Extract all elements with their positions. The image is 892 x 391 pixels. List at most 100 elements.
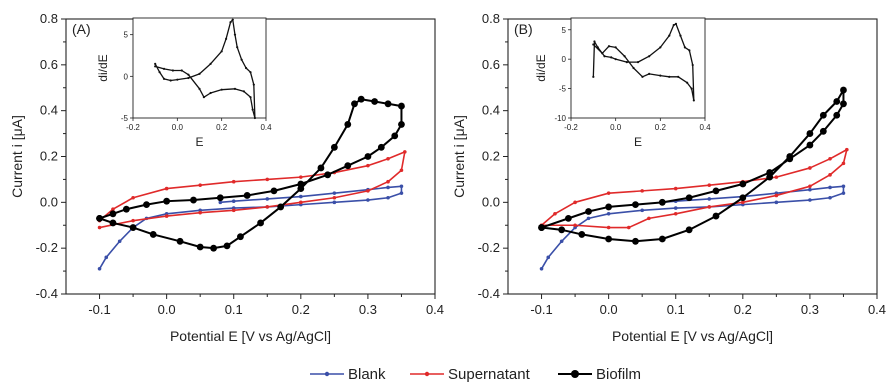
- data-point: [774, 200, 779, 205]
- data-point: [243, 192, 251, 199]
- inset-frame: [570, 17, 706, 119]
- inset-chart: -0.2 0.0 0.2 0.4 -10 -5 0 5 Edi/dE: [534, 17, 711, 149]
- data-point: [332, 195, 337, 200]
- data-point: [640, 208, 644, 213]
- inset-line: [154, 19, 256, 119]
- inset-point: [162, 67, 166, 70]
- inset-point: [249, 71, 252, 74]
- inset-point: [236, 46, 239, 49]
- data-point: [330, 143, 338, 151]
- inset-y-tick-label: -10: [554, 114, 566, 123]
- data-point: [712, 212, 720, 220]
- data-point: [786, 155, 794, 163]
- data-point: [828, 185, 832, 190]
- inset-point: [154, 65, 157, 68]
- inset-point: [603, 55, 606, 58]
- data-point: [647, 216, 651, 221]
- inset-point: [253, 116, 257, 120]
- y-tick-label: 0.2: [40, 149, 58, 164]
- legend-swatch-marker: [324, 371, 330, 377]
- data-point: [840, 100, 847, 108]
- data-point: [364, 153, 372, 160]
- inset-point: [233, 33, 237, 36]
- inset-point: [632, 66, 635, 70]
- data-point: [806, 130, 814, 137]
- data-point: [739, 180, 747, 188]
- x-tick-label: 0.2: [734, 302, 752, 317]
- inset-point: [596, 46, 599, 49]
- data-point: [808, 187, 812, 192]
- data-point: [774, 193, 779, 198]
- data-point: [351, 100, 358, 108]
- data-point: [386, 179, 390, 184]
- data-point: [632, 237, 639, 245]
- data-point: [371, 98, 379, 105]
- inset-y-tick-label: 5: [562, 26, 567, 35]
- data-point: [606, 191, 611, 195]
- inset-point: [209, 91, 212, 95]
- data-point: [399, 184, 404, 189]
- data-point: [605, 235, 613, 243]
- inset-x-tick-label: 0.2: [216, 123, 228, 132]
- inset-point: [209, 62, 212, 65]
- y-tick-label: -0.2: [478, 240, 500, 255]
- data-point: [819, 127, 827, 135]
- series-blank: [539, 184, 846, 271]
- data-point: [332, 191, 337, 195]
- data-point: [231, 199, 236, 203]
- panel-b-chart: -0.1 0.0 0.1 0.2 0.3 0.4 -0.4 -0.2 0.0 0.2 0.4 0.6 0…: [451, 11, 886, 344]
- inset-x-tick-label: -0.2: [564, 123, 578, 132]
- data-point: [707, 197, 712, 201]
- inset-point: [610, 56, 613, 59]
- inset-point: [614, 46, 617, 49]
- data-point: [606, 225, 611, 230]
- y-tick-label: 0.6: [40, 57, 58, 72]
- data-point: [819, 111, 827, 119]
- y-tick-label: 0.8: [40, 11, 58, 26]
- legend-swatch-marker: [571, 370, 579, 378]
- inset-point: [154, 62, 157, 65]
- data-point: [131, 218, 135, 223]
- data-point: [578, 231, 586, 238]
- inset-point: [607, 45, 611, 48]
- data-point: [97, 266, 102, 271]
- inset-y-tick-label: -5: [559, 85, 567, 94]
- data-point: [231, 179, 236, 184]
- data-point: [196, 243, 204, 251]
- data-point: [277, 203, 285, 211]
- y-tick-label: 0.6: [482, 57, 500, 72]
- data-point: [149, 231, 157, 238]
- data-point: [366, 163, 370, 168]
- data-point: [223, 242, 231, 250]
- y-tick-label: -0.2: [36, 240, 58, 255]
- data-point: [299, 175, 303, 179]
- data-point: [265, 205, 270, 209]
- data-point: [299, 194, 303, 199]
- data-point: [658, 235, 666, 243]
- legend-label: Biofilm: [596, 366, 641, 383]
- data-point: [257, 219, 264, 227]
- data-point: [324, 171, 332, 179]
- data-point: [164, 214, 169, 218]
- data-point: [386, 156, 390, 161]
- inset-point: [593, 40, 596, 43]
- data-point: [317, 164, 325, 172]
- data-point: [386, 195, 390, 200]
- y-axis-label: Current i [μA]: [451, 115, 467, 198]
- inset-point: [614, 58, 617, 61]
- data-point: [712, 187, 720, 195]
- inset-point: [251, 108, 254, 111]
- data-point: [344, 121, 352, 128]
- data-point: [117, 239, 122, 244]
- x-tick-label: 0.1: [667, 302, 685, 317]
- data-point: [573, 223, 577, 228]
- data-point: [237, 233, 244, 241]
- inset-point: [233, 87, 237, 90]
- legend-label: Blank: [348, 366, 386, 383]
- series-line-supernatant: [541, 148, 848, 229]
- inset-point: [229, 21, 232, 24]
- data-point: [739, 194, 747, 202]
- data-point: [808, 198, 812, 202]
- data-point: [297, 180, 305, 188]
- inset-x-tick-label: 0.4: [260, 123, 272, 132]
